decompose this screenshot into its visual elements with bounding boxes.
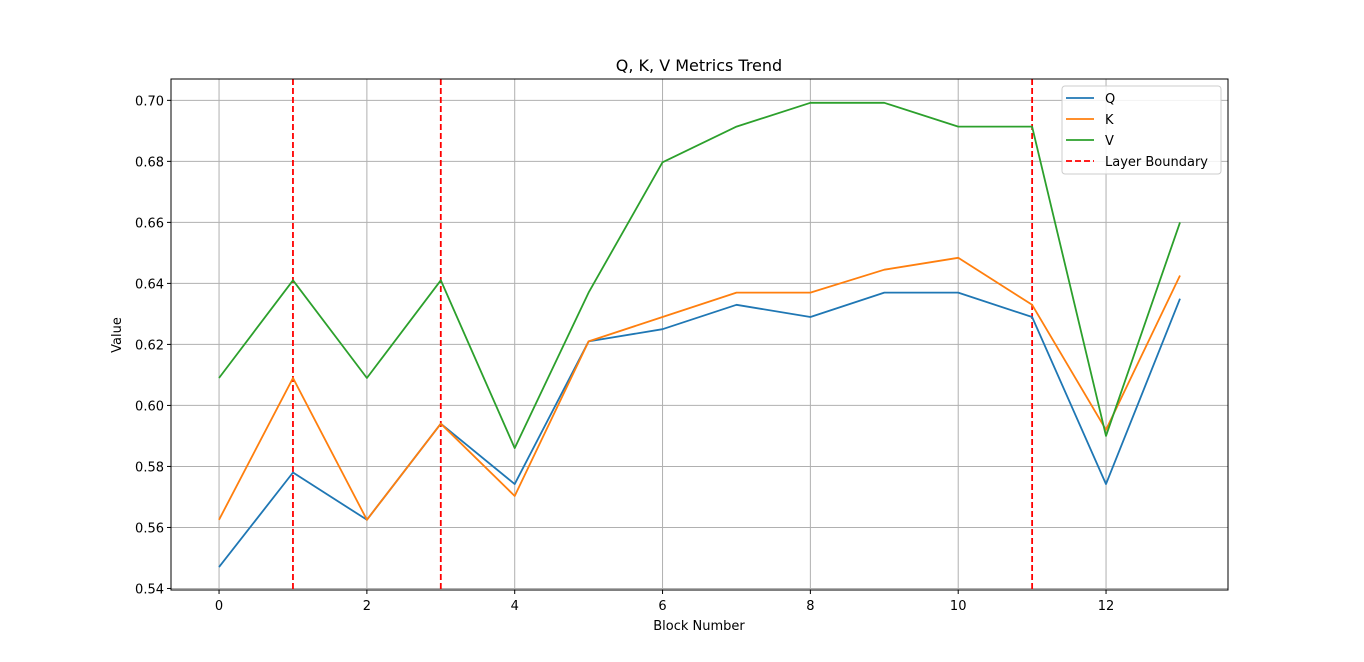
- x-tick-label: 8: [806, 599, 814, 614]
- y-tick-label: 0.66: [135, 216, 164, 231]
- series-line-v: [218, 101, 1181, 450]
- x-tick-label: 2: [363, 599, 371, 614]
- x-tick-label: 4: [511, 599, 519, 614]
- y-tick-label: 0.70: [135, 94, 164, 109]
- series-line-k: [218, 256, 1181, 521]
- axis-ticks: 0 2 4 6 8 10 12 0.54 0.56 0.58 0.60 0.62 0.64 0.66 0.6…: [135, 94, 1114, 614]
- x-tick-label: 6: [658, 599, 666, 614]
- legend-label: Q: [1105, 92, 1115, 107]
- legend-label: K: [1105, 113, 1114, 128]
- legend: QKV Layer Boundary: [1061, 85, 1222, 175]
- y-tick-label: 0.68: [135, 155, 164, 170]
- y-tick-label: 0.54: [135, 582, 164, 597]
- x-axis-label: Block Number: [653, 619, 745, 634]
- legend-label: V: [1105, 134, 1114, 149]
- x-tick-label: 10: [950, 599, 967, 614]
- legend-box: [1061, 85, 1222, 175]
- chart-title: Q, K, V Metrics Trend: [616, 56, 782, 75]
- series-lines: [218, 101, 1181, 568]
- series-line-q: [218, 291, 1181, 568]
- layer-boundaries: [292, 79, 1034, 590]
- x-tick-label: 12: [1098, 599, 1115, 614]
- y-tick-label: 0.58: [135, 460, 164, 475]
- y-tick-label: 0.56: [135, 521, 164, 536]
- legend-label: Layer Boundary: [1105, 155, 1208, 170]
- x-tick-label: 0: [215, 599, 223, 614]
- y-tick-label: 0.64: [135, 277, 164, 292]
- plot-frame: [170, 78, 1229, 591]
- grid: [171, 79, 1228, 590]
- y-tick-label: 0.60: [135, 399, 164, 414]
- y-tick-label: 0.62: [135, 338, 164, 353]
- y-axis-label: Value: [110, 317, 125, 353]
